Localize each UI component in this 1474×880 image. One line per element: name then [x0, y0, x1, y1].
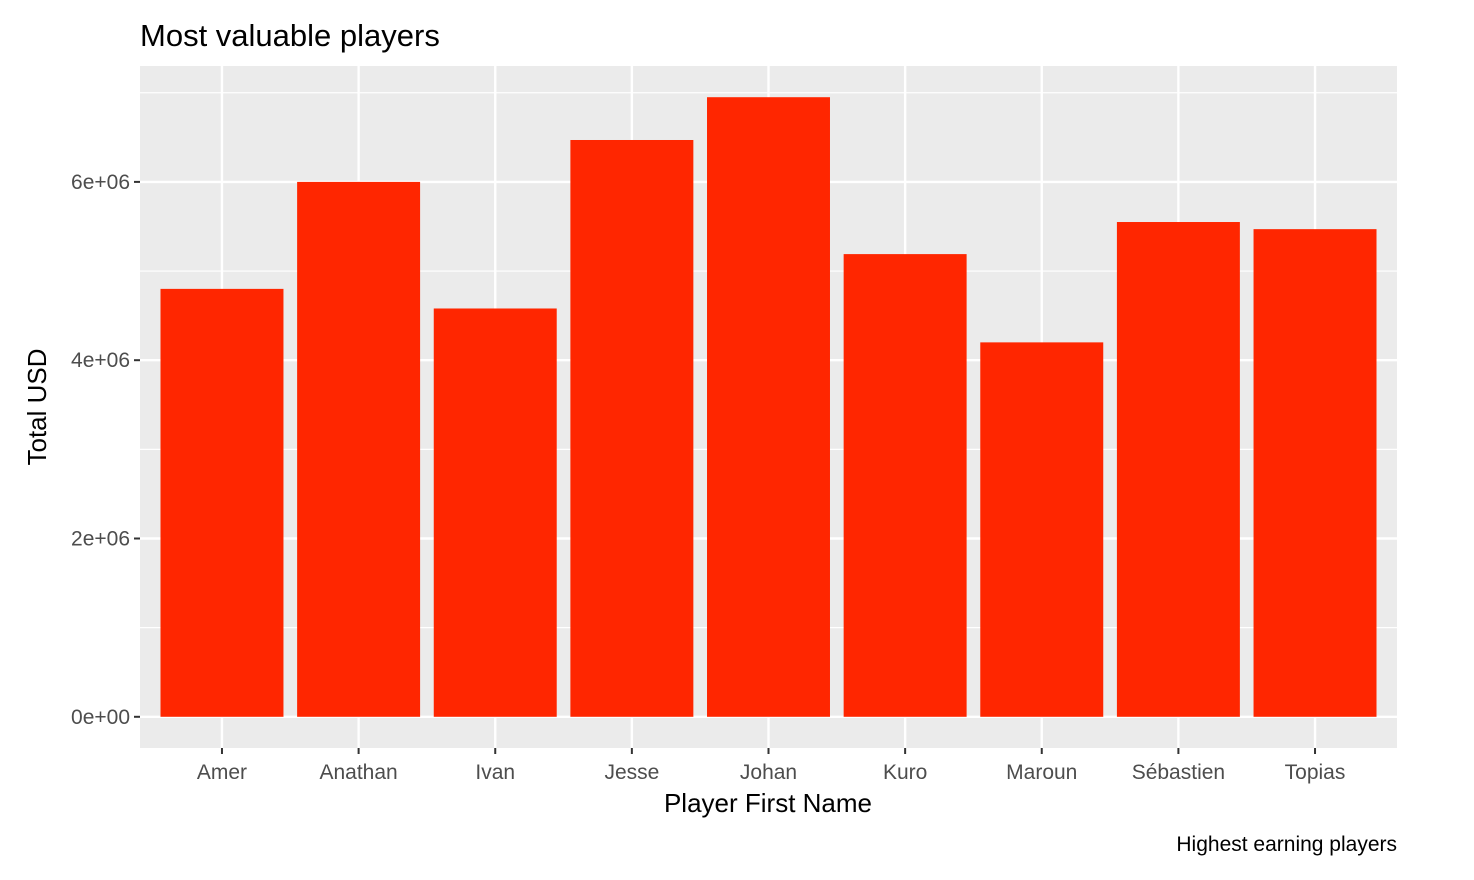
- y-tick-label: 6e+06: [71, 171, 130, 194]
- bar-ivan: [433, 308, 557, 717]
- y-axis-title: Total USD: [22, 348, 52, 465]
- x-tick-label: Johan: [740, 761, 797, 784]
- bar-sébastien: [1116, 222, 1240, 717]
- bar-maroun: [980, 342, 1104, 717]
- x-axis: Amer Anathan Ivan Jesse Johan Kuro Maroun Sébas…: [197, 748, 1345, 784]
- x-tick-label: Jesse: [604, 761, 659, 784]
- bar-johan: [707, 97, 830, 717]
- bar-kuro: [843, 254, 967, 717]
- x-tick-label: Amer: [197, 761, 247, 784]
- x-tick-label: Sébastien: [1132, 761, 1225, 784]
- x-tick-label: Maroun: [1006, 761, 1077, 784]
- y-tick-label: 4e+06: [71, 349, 130, 372]
- x-axis-title: Player First Name: [664, 788, 872, 818]
- bar-jesse: [570, 139, 694, 717]
- x-tick-label: Kuro: [883, 761, 927, 784]
- bar-topias: [1253, 229, 1377, 717]
- chart-title: Most valuable players: [140, 18, 440, 53]
- y-tick-label: 0e+00: [71, 706, 130, 729]
- x-tick-label: Anathan: [319, 761, 397, 784]
- y-tick-label: 2e+06: [71, 527, 130, 550]
- bar-anathan: [297, 181, 421, 717]
- bars: [160, 97, 1377, 717]
- x-tick-label: Ivan: [475, 761, 515, 784]
- chart-caption: Highest earning players: [1176, 833, 1397, 856]
- x-tick-label: Topias: [1285, 761, 1346, 784]
- y-axis: 0e+00 2e+06 4e+06 6e+06: [71, 171, 140, 729]
- bar-amer: [160, 288, 284, 717]
